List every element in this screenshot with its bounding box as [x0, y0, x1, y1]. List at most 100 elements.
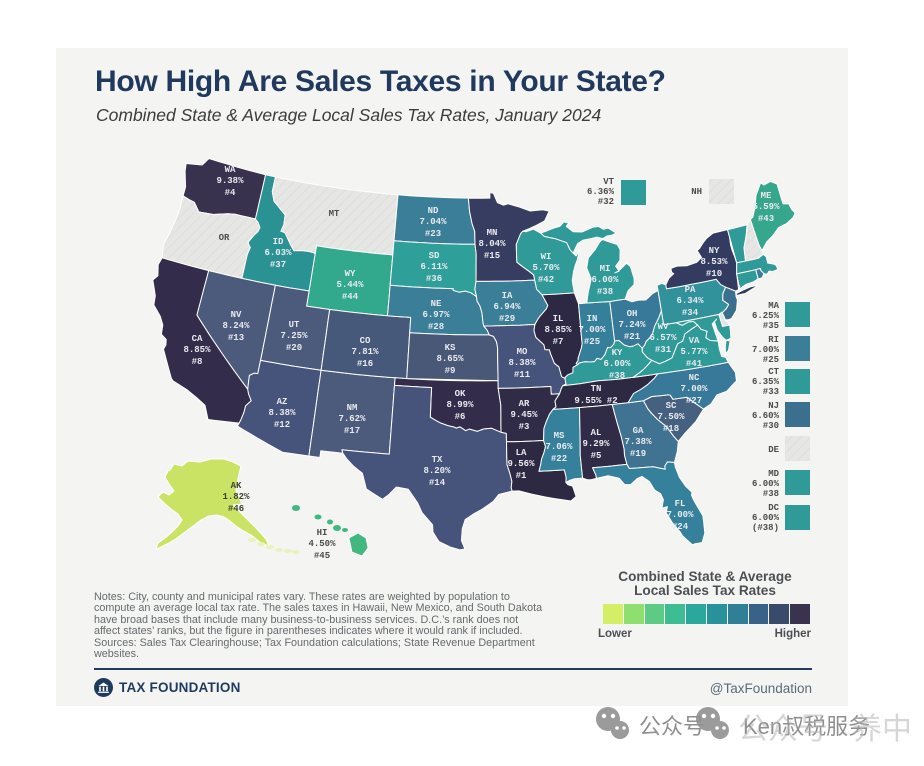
svg-text:#27: #27	[686, 396, 702, 406]
svg-text:OH: OH	[627, 309, 638, 319]
svg-text:#25: #25	[584, 337, 600, 347]
svg-text:MO: MO	[517, 347, 528, 357]
svg-text:9.29%: 9.29%	[582, 439, 610, 449]
svg-text:KY: KY	[612, 348, 623, 358]
svg-text:#38: #38	[609, 371, 625, 381]
svg-text:#12: #12	[274, 420, 290, 430]
svg-text:#35: #35	[763, 321, 779, 331]
svg-text:WA: WA	[225, 165, 236, 175]
svg-text:NH: NH	[691, 187, 702, 197]
svg-text:#22: #22	[551, 454, 567, 464]
svg-text:FL: FL	[675, 499, 686, 509]
svg-text:Ken叔税服务: Ken叔税服务	[743, 714, 870, 739]
svg-text:5.59%: 5.59%	[752, 202, 780, 212]
svg-text:8.04%: 8.04%	[478, 239, 506, 249]
svg-text:#33: #33	[763, 387, 779, 397]
svg-text:OK: OK	[455, 389, 466, 399]
svg-text:6.11%: 6.11%	[420, 262, 448, 272]
svg-text:HI: HI	[317, 528, 328, 538]
svg-text:OR: OR	[219, 233, 230, 243]
svg-text:NC: NC	[689, 373, 700, 383]
svg-text:VA: VA	[689, 336, 700, 346]
svg-text:WI: WI	[541, 252, 552, 262]
svg-text:7.62%: 7.62%	[338, 414, 366, 424]
svg-text:6.60%: 6.60%	[752, 411, 780, 421]
svg-text:CO: CO	[360, 336, 371, 346]
svg-text:AZ: AZ	[277, 397, 288, 407]
svg-text:LA: LA	[516, 448, 527, 458]
svg-text:养中: 养中	[852, 713, 912, 746]
svg-text:NY: NY	[709, 246, 720, 256]
svg-text:#36: #36	[426, 274, 442, 284]
svg-text:8.38%: 8.38%	[508, 358, 536, 368]
svg-text:NE: NE	[431, 299, 442, 309]
svg-text:ND: ND	[428, 206, 439, 216]
svg-text:TX: TX	[432, 455, 443, 465]
svg-text:6.00%: 6.00%	[752, 479, 780, 489]
svg-text:WY: WY	[345, 269, 356, 279]
svg-text:8.65%: 8.65%	[436, 354, 464, 364]
svg-text:#30: #30	[763, 421, 779, 431]
svg-text:7.81%: 7.81%	[351, 347, 379, 357]
svg-text:#28: #28	[428, 322, 444, 332]
svg-text:7.38%: 7.38%	[624, 437, 652, 447]
svg-text:#10: #10	[706, 269, 722, 279]
svg-text:7.00%: 7.00%	[752, 345, 780, 355]
svg-text:NV: NV	[231, 310, 242, 320]
svg-text:UT: UT	[289, 320, 300, 330]
svg-text:6.97%: 6.97%	[422, 310, 450, 320]
svg-text:6.57%: 6.57%	[649, 333, 677, 343]
svg-text:6.35%: 6.35%	[752, 377, 780, 387]
svg-text:NJ: NJ	[768, 401, 779, 411]
svg-text:7.04%: 7.04%	[419, 217, 447, 227]
svg-text:ME: ME	[761, 191, 772, 201]
svg-text:6.25%: 6.25%	[752, 311, 780, 321]
svg-text:6.00%: 6.00%	[591, 275, 619, 285]
svg-text:#8: #8	[192, 357, 203, 367]
svg-text:8.85%: 8.85%	[544, 325, 572, 335]
svg-text:AK: AK	[231, 481, 242, 491]
svg-text:SC: SC	[666, 401, 677, 411]
svg-text:8.20%: 8.20%	[423, 466, 451, 476]
svg-text:RI: RI	[768, 335, 779, 345]
svg-text:TN: TN	[591, 384, 602, 394]
svg-text:CA: CA	[192, 334, 203, 344]
svg-text:9.45%: 9.45%	[510, 410, 538, 420]
svg-text:7.00%: 7.00%	[680, 384, 708, 394]
svg-text:#31: #31	[655, 345, 672, 355]
svg-text:#17: #17	[344, 426, 360, 436]
svg-text:8.99%: 8.99%	[446, 400, 474, 410]
svg-text:#7: #7	[553, 337, 564, 347]
svg-text:#25: #25	[763, 355, 779, 365]
svg-text:SD: SD	[429, 251, 440, 261]
svg-text:6.03%: 6.03%	[264, 248, 292, 258]
svg-text:#18: #18	[663, 424, 679, 434]
svg-text:#15: #15	[484, 251, 500, 261]
svg-text:#19: #19	[630, 449, 646, 459]
svg-text:7.24%: 7.24%	[618, 320, 646, 330]
svg-text:MN: MN	[487, 228, 498, 238]
svg-text:#45: #45	[314, 551, 330, 561]
svg-text:#4: #4	[225, 188, 236, 198]
svg-text:6.00%: 6.00%	[603, 359, 631, 369]
svg-text:7.06%: 7.06%	[545, 442, 573, 452]
svg-text:9.38%: 9.38%	[216, 176, 244, 186]
svg-text:#1: #1	[516, 471, 527, 481]
svg-text:DC: DC	[768, 503, 779, 513]
svg-text:9.56%: 9.56%	[507, 459, 535, 469]
svg-text:(#38): (#38)	[752, 523, 779, 533]
svg-text:KS: KS	[445, 343, 456, 353]
svg-text:NM: NM	[347, 403, 358, 413]
svg-text:8.38%: 8.38%	[268, 408, 296, 418]
svg-text:5.70%: 5.70%	[532, 263, 560, 273]
svg-text:4.50%: 4.50%	[308, 539, 336, 549]
svg-text:#9: #9	[445, 366, 456, 376]
svg-text:#42: #42	[538, 275, 554, 285]
svg-text:8.53%: 8.53%	[700, 257, 728, 267]
svg-text:MI: MI	[600, 264, 611, 274]
svg-text:PA: PA	[685, 285, 696, 295]
svg-text:6.34%: 6.34%	[676, 296, 704, 306]
svg-text:#20: #20	[286, 343, 302, 353]
svg-text:1.82%: 1.82%	[222, 492, 250, 502]
svg-text:MS: MS	[554, 431, 565, 441]
